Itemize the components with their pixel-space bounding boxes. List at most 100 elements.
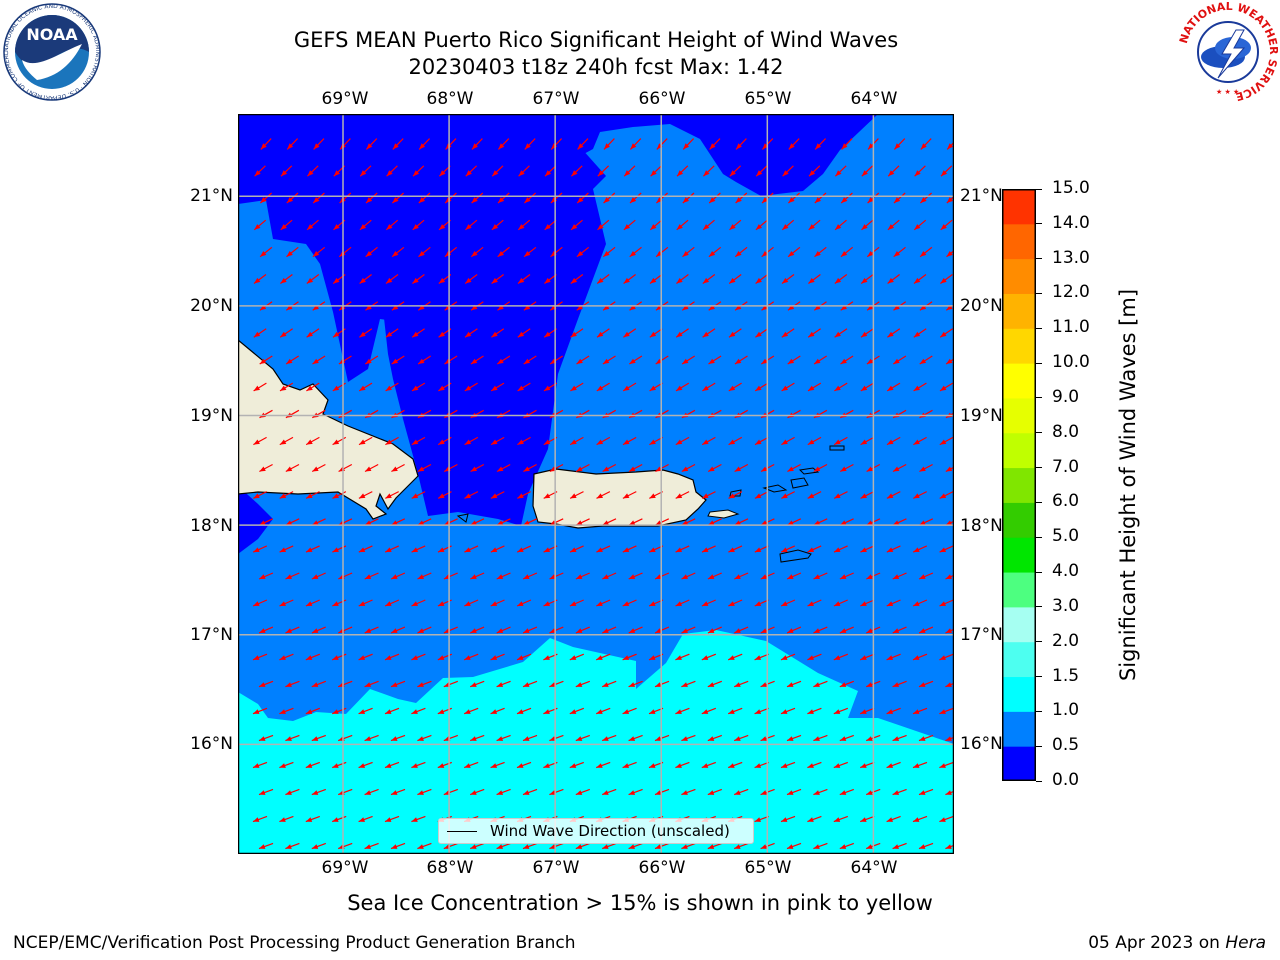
wave-direction-arrow: [622, 599, 637, 607]
wave-direction-arrow: [919, 463, 933, 473]
island-vieques: [707, 509, 740, 519]
wave-direction-arrow: [358, 599, 373, 607]
wave-direction-arrow: [839, 463, 854, 473]
wave-direction-arrow: [596, 274, 610, 284]
wave-direction-arrow: [524, 192, 536, 204]
wave-direction-arrow: [629, 192, 642, 204]
lon-label-top: 65°W: [744, 89, 792, 109]
wave-direction-arrow: [912, 707, 928, 715]
colorbar-tick-label: 6.0: [1052, 491, 1080, 512]
wave-direction-arrow: [945, 358, 954, 365]
wave-direction-arrow: [364, 518, 379, 526]
wave-direction-arrow: [596, 436, 611, 446]
wave-direction-arrow: [701, 491, 716, 499]
wave-direction-arrow: [516, 545, 532, 553]
wave-direction-arrow: [860, 599, 875, 607]
wave-direction-arrow: [285, 572, 300, 580]
wave-direction-arrow: [517, 219, 531, 231]
wave-direction-arrow: [358, 707, 373, 715]
wave-direction-arrow: [570, 328, 584, 338]
wave-direction-arrow: [411, 653, 426, 661]
wave-direction-arrow: [833, 491, 848, 499]
wave-direction-arrow: [595, 761, 611, 769]
wave-direction-arrow: [629, 246, 642, 258]
wave-direction-arrow: [707, 463, 722, 473]
wave-direction-arrow: [892, 734, 907, 742]
wave-direction-arrow: [920, 192, 932, 204]
wave-direction-arrow: [913, 328, 927, 338]
wave-direction-arrow: [886, 545, 901, 553]
wave-direction-arrow: [576, 192, 589, 204]
wave-direction-arrow: [280, 165, 293, 177]
island-mona: [456, 513, 469, 523]
wave-direction-arrow: [887, 328, 901, 338]
wave-direction-arrow: [734, 463, 749, 473]
wave-direction-arrow: [390, 842, 406, 850]
wave-direction-arrow: [444, 192, 457, 204]
wave-direction-arrow: [285, 626, 300, 634]
wave-direction-arrow: [839, 680, 855, 688]
wave-direction-arrow: [754, 815, 769, 823]
wave-direction-arrow: [807, 599, 822, 607]
wave-direction-arrow: [417, 355, 432, 365]
wave-direction-arrow: [918, 842, 934, 850]
colorbar-tick-mark: [1036, 432, 1042, 434]
wave-direction-arrow: [860, 491, 875, 499]
wave-direction-arrow: [918, 734, 934, 742]
wave-direction-arrow: [807, 382, 822, 392]
wave-direction-arrow: [497, 192, 510, 204]
wave-band-1-0-1-5: [238, 630, 954, 854]
wave-direction-arrow: [840, 246, 854, 258]
wave-direction-arrow: [253, 436, 267, 446]
wave-direction-arrow: [305, 599, 320, 607]
wave-direction-arrow: [913, 219, 927, 231]
wave-direction-arrow: [707, 734, 723, 742]
wave-direction-arrow: [523, 355, 537, 365]
wave-direction-arrow: [629, 138, 642, 150]
wave-direction-arrow: [781, 219, 795, 231]
wave-direction-arrow: [411, 328, 425, 338]
wave-direction-arrow: [918, 572, 934, 580]
wave-direction-arrow: [390, 680, 406, 688]
footer-date-text: 05 Apr 2023 on: [1088, 933, 1226, 953]
legend-line-swatch: [447, 831, 477, 832]
wave-direction-arrow: [939, 815, 954, 823]
wave-direction-arrow: [628, 842, 643, 850]
wave-direction-arrow: [253, 274, 267, 284]
colorbar-segment: [1002, 293, 1036, 329]
wave-direction-arrow: [807, 653, 822, 661]
wave-direction-arrow: [655, 463, 669, 473]
wave-direction-arrow: [490, 599, 505, 607]
wave-direction-arrow: [570, 165, 583, 177]
wave-direction-arrow: [940, 165, 953, 177]
wave-direction-arrow: [702, 165, 715, 177]
wave-direction-arrow: [305, 815, 321, 823]
wave-direction-arrow: [418, 192, 431, 204]
wave-direction-arrow: [364, 355, 379, 365]
wave-direction-arrow: [549, 842, 564, 850]
wave-direction-arrow: [384, 653, 400, 661]
wave-direction-arrow: [470, 518, 485, 526]
wave-direction-arrow: [814, 192, 827, 204]
wave-direction-arrow: [358, 761, 373, 769]
wave-direction-arrow: [833, 761, 849, 769]
footer-branch: NCEP/EMC/Verification Post Processing Pr…: [13, 933, 576, 953]
wave-direction-arrow: [702, 382, 716, 392]
wave-direction-arrow: [522, 572, 538, 580]
wave-direction-arrow: [654, 680, 670, 688]
wave-direction-arrow: [332, 599, 347, 607]
wave-direction-arrow: [781, 382, 795, 392]
wave-direction-arrow: [496, 572, 511, 580]
wave-direction-arrow: [331, 815, 347, 823]
wave-direction-arrow: [522, 788, 538, 796]
wave-direction-arrow: [787, 246, 801, 258]
wave-direction-arrow: [946, 249, 954, 258]
wave-direction-arrow: [729, 165, 742, 177]
wave-direction-arrow: [365, 192, 378, 204]
wave-direction-arrow: [807, 707, 822, 715]
wave-direction-arrow: [385, 491, 399, 499]
wave-direction-arrow: [596, 491, 611, 499]
wave-direction-arrow: [258, 842, 274, 850]
wave-direction-arrow: [524, 138, 536, 150]
colorbar-segment: [1002, 537, 1036, 573]
